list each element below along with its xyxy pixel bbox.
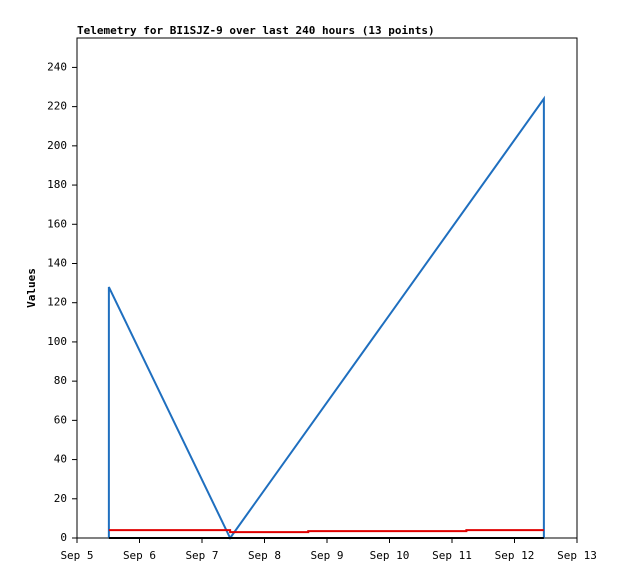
x-tick-label: Sep 13 bbox=[557, 549, 597, 562]
x-tick-label: Sep 11 bbox=[432, 549, 472, 562]
y-axis-label: Values bbox=[25, 268, 38, 308]
y-tick-label: 220 bbox=[47, 100, 67, 113]
x-tick-label: Sep 8 bbox=[248, 549, 281, 562]
chart-title: Telemetry for BI1SJZ-9 over last 240 hou… bbox=[77, 24, 435, 37]
y-tick-label: 160 bbox=[47, 217, 67, 230]
x-tick-label: Sep 9 bbox=[310, 549, 343, 562]
series-line bbox=[108, 529, 544, 534]
x-tick-label: Sep 10 bbox=[370, 549, 410, 562]
y-tick-label: 60 bbox=[54, 413, 67, 426]
y-tick-label: 140 bbox=[47, 256, 67, 269]
y-tick-label: 240 bbox=[47, 60, 67, 73]
x-tick-label: Sep 5 bbox=[60, 549, 93, 562]
y-tick-label: 180 bbox=[47, 178, 67, 191]
y-tick-label: 40 bbox=[54, 453, 67, 466]
y-tick-label: 200 bbox=[47, 139, 67, 152]
y-tick-label: 100 bbox=[47, 335, 67, 348]
y-tick-label: 120 bbox=[47, 296, 67, 309]
y-tick-label: 20 bbox=[54, 492, 67, 505]
y-tick-label: 80 bbox=[54, 374, 67, 387]
x-tick-label: Sep 12 bbox=[495, 549, 535, 562]
x-tick-label: Sep 7 bbox=[185, 549, 218, 562]
y-tick-label: 0 bbox=[60, 531, 67, 544]
x-tick-label: Sep 6 bbox=[123, 549, 156, 562]
